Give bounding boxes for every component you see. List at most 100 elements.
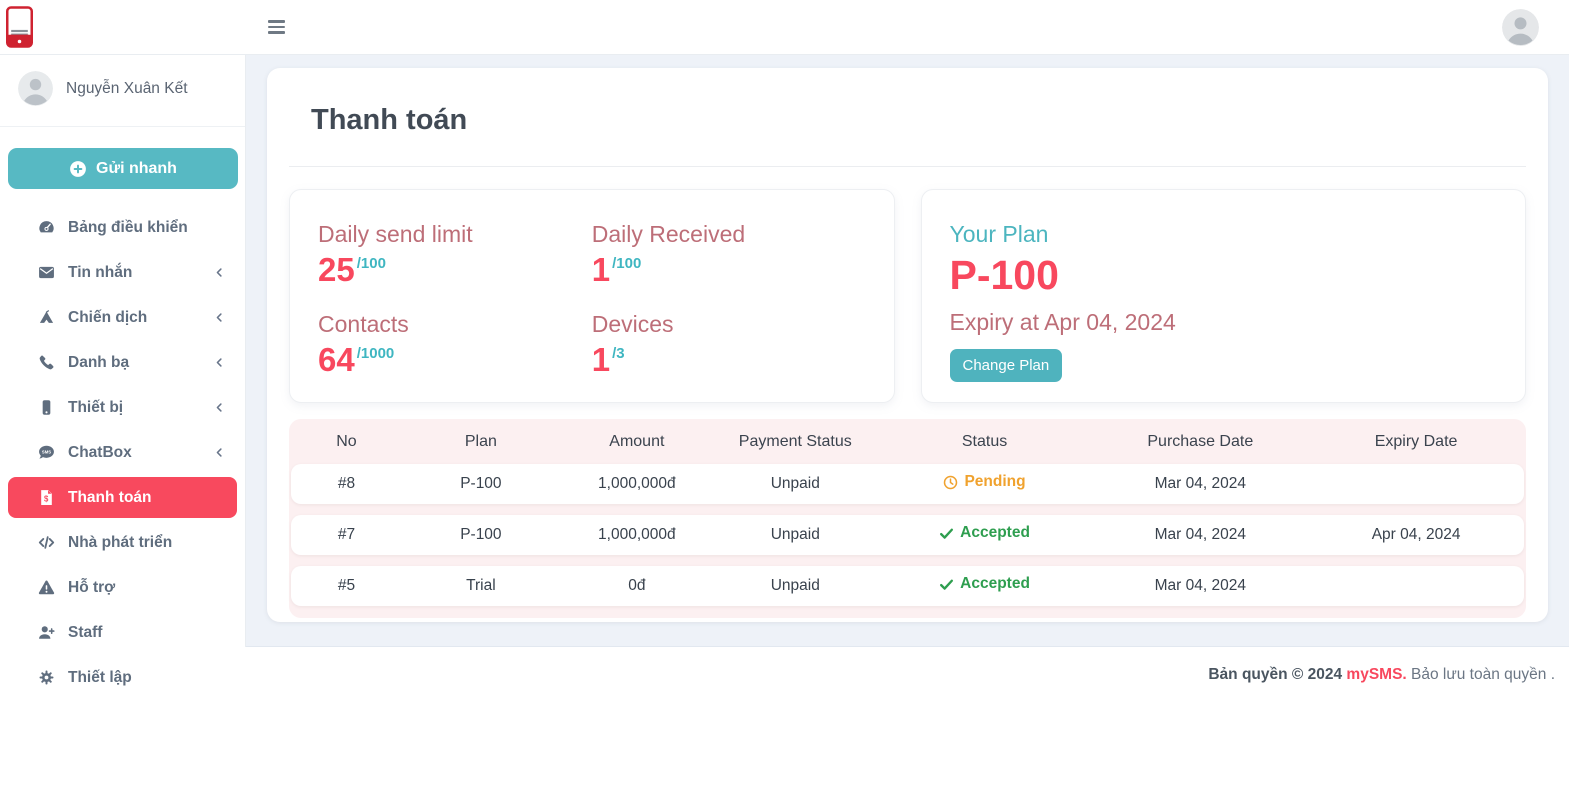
- stat-value: 1: [591, 251, 611, 288]
- content-wrapper: Thanh toán Daily send limit 25/100 Daily…: [246, 55, 1569, 647]
- invoice-payment-status: Unpaid: [770, 526, 820, 543]
- sidebar-item-dashboard[interactable]: Bảng điều khiển: [0, 205, 245, 250]
- stat-devices: Devices 1/3: [592, 311, 866, 379]
- stat-value: 25: [318, 251, 355, 288]
- envelope-icon: [36, 264, 57, 281]
- svg-text:SMS: SMS: [42, 449, 51, 454]
- invoice-plan: Trial: [466, 577, 496, 594]
- sidebar-item-staff[interactable]: Staff: [0, 610, 245, 655]
- top-bar: [0, 0, 1569, 55]
- sidebar-item-chatbox[interactable]: SMS ChatBox: [0, 430, 245, 475]
- sidebar-item-settings[interactable]: Thiết lập: [0, 655, 245, 700]
- sidebar-item-label: Staff: [68, 623, 103, 641]
- sidebar-item-label: ChatBox: [68, 443, 132, 461]
- chevron-left-icon: [214, 402, 225, 413]
- invoice-payment-status: Unpaid: [770, 475, 820, 492]
- top-bar-main: [246, 0, 1569, 54]
- invoices-table: No Plan Amount Payment Status Status Pur…: [289, 419, 1526, 618]
- invoice-purchase-date: Mar 04, 2024: [1154, 526, 1246, 543]
- stat-value: 64: [318, 341, 355, 378]
- gear-icon: [36, 669, 57, 686]
- stat-value: 1: [591, 341, 611, 378]
- user-avatar-button[interactable]: [1502, 8, 1539, 46]
- gauge-icon: [36, 219, 57, 236]
- column-header-status: Status: [961, 432, 1008, 450]
- footer-rights: Bảo lưu toàn quyền .: [1411, 666, 1555, 683]
- column-header-amount: Amount: [609, 432, 665, 450]
- page-title: Thanh toán: [311, 104, 468, 136]
- logo-area: [0, 0, 246, 54]
- plan-name: P-100: [949, 252, 1059, 298]
- sidebar-item-label: Tin nhắn: [68, 263, 133, 281]
- column-header-payment-status: Payment Status: [738, 432, 852, 450]
- footer: Bản quyền © 2024 mySMS. Bảo lưu toàn quy…: [0, 647, 1569, 684]
- table-row: #7 P-100 1,000,000đ Unpaid Accepted Mar …: [291, 515, 1524, 555]
- change-plan-button[interactable]: Change Plan: [949, 349, 1063, 382]
- sidebar: Nguyễn Xuân Kết Gửi nhanh Bảng điều khiể…: [0, 55, 246, 686]
- campaign-icon: [36, 309, 57, 326]
- invoice-plan: P-100: [460, 475, 502, 492]
- footer-copyright: Bản quyền © 2024: [1208, 666, 1343, 683]
- invoice-amount: 1,000,000đ: [598, 526, 676, 543]
- chevron-left-icon: [214, 357, 225, 368]
- stat-label: Daily Received: [591, 221, 746, 247]
- menu-toggle-icon[interactable]: [268, 20, 285, 34]
- your-plan-card: Your Plan P-100 Expiry at Apr 04, 2024 C…: [920, 189, 1526, 403]
- sidebar-item-label: Danh bạ: [68, 353, 130, 371]
- invoice-status: Accepted: [877, 524, 1093, 546]
- invoice-dollar-icon: $: [36, 489, 57, 506]
- sidebar-item-label: Thanh toán: [68, 488, 152, 506]
- phone-icon: [36, 354, 57, 371]
- column-header-purchase-date: Purchase Date: [1147, 432, 1254, 450]
- chatbox-icon: SMS: [36, 444, 57, 461]
- user-avatar-icon: [1502, 8, 1539, 46]
- stat-daily-received: Daily Received 1/100: [592, 221, 866, 289]
- sidebar-item-devices[interactable]: Thiết bị: [0, 385, 245, 430]
- column-header-no: No: [336, 432, 357, 450]
- sidebar-item-support[interactable]: Hỗ trợ: [0, 565, 245, 610]
- plan-heading: Your Plan: [949, 221, 1049, 247]
- stat-limit: /1000: [356, 345, 395, 362]
- status-label: Pending: [964, 473, 1026, 491]
- sidebar-item-label: Bảng điều khiển: [68, 218, 188, 236]
- table-header-row: No Plan Amount Payment Status Status Pur…: [291, 419, 1524, 464]
- stat-limit: /3: [612, 345, 625, 362]
- sidebar-nav: Bảng điều khiển Tin nhắn Chiến dịch: [0, 199, 245, 706]
- status-label: Accepted: [960, 575, 1030, 593]
- check-icon: [940, 579, 954, 590]
- sidebar-user-panel: Nguyễn Xuân Kết: [0, 55, 245, 127]
- stat-label: Contacts: [318, 311, 409, 337]
- chevron-left-icon: [214, 267, 225, 278]
- stat-contacts: Contacts 64/1000: [318, 311, 592, 379]
- table-row: #8 P-100 1,000,000đ Unpaid Pending Mar 0…: [291, 464, 1524, 504]
- invoice-payment-status: Unpaid: [770, 577, 820, 594]
- quick-send-button[interactable]: Gửi nhanh: [8, 148, 238, 189]
- sidebar-item-campaigns[interactable]: Chiến dịch: [0, 295, 245, 340]
- usage-stats-card: Daily send limit 25/100 Daily Received 1…: [289, 189, 895, 403]
- chevron-left-icon: [214, 447, 225, 458]
- sidebar-item-label: Chiến dịch: [68, 308, 148, 326]
- invoice-no: #7: [337, 526, 356, 543]
- sidebar-item-billing[interactable]: $ Thanh toán: [8, 477, 237, 518]
- user-plus-icon: [36, 624, 57, 641]
- sidebar-item-developers[interactable]: Nhà phát triển: [0, 520, 245, 565]
- mysms-phone-logo: [6, 6, 33, 48]
- billing-card: Thanh toán Daily send limit 25/100 Daily…: [267, 68, 1548, 622]
- mobile-icon: [36, 399, 57, 416]
- user-avatar-icon: [18, 71, 53, 106]
- code-icon: [36, 534, 57, 551]
- chevron-left-icon: [214, 312, 225, 323]
- invoice-no: #5: [337, 577, 356, 594]
- sidebar-item-label: Hỗ trợ: [68, 578, 116, 596]
- title-divider: [289, 166, 1526, 167]
- sidebar-avatar: [18, 71, 53, 106]
- invoice-amount: 1,000,000đ: [598, 475, 676, 492]
- sidebar-item-label: Thiết bị: [68, 398, 124, 416]
- sidebar-item-messages[interactable]: Tin nhắn: [0, 250, 245, 295]
- sidebar-item-label: Nhà phát triển: [68, 533, 173, 551]
- invoice-status: Pending: [877, 473, 1093, 495]
- status-label: Accepted: [960, 524, 1030, 542]
- column-header-plan: Plan: [464, 432, 497, 450]
- sidebar-item-contacts[interactable]: Danh bạ: [0, 340, 245, 385]
- invoice-purchase-date: Mar 04, 2024: [1154, 577, 1246, 594]
